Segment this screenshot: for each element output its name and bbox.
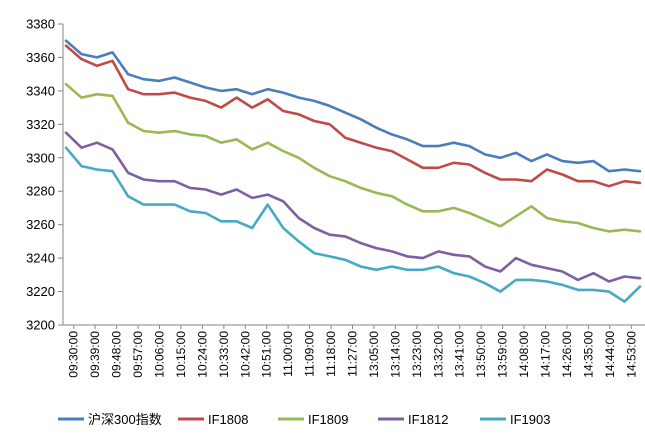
x-tick-label: 13:41:00 (453, 331, 467, 378)
y-tick-label: 3360 (26, 50, 55, 65)
y-tick-label: 3240 (26, 251, 55, 266)
y-tick-label: 3300 (26, 150, 55, 165)
x-tick-label: 13:05:00 (367, 331, 381, 378)
y-tick-label: 3220 (26, 284, 55, 299)
x-tick-label: 10:42:00 (238, 331, 252, 378)
legend-label: IF1809 (308, 412, 348, 427)
x-axis-ticks: 09:30:00 09:39:00 09:48:00 09:57:00 10:06:00… (67, 325, 638, 378)
x-tick-label: 10:24:00 (195, 331, 209, 378)
x-tick-label: 10:51:00 (260, 331, 274, 378)
y-tick-label: 3380 (26, 17, 55, 32)
x-tick-label: 14:08:00 (517, 331, 531, 378)
y-tick-label: 3260 (26, 217, 55, 232)
x-tick-label: 09:57:00 (131, 331, 145, 378)
legend-label: 沪深300指数 (88, 412, 162, 427)
x-tick-label: 11:00:00 (281, 331, 295, 377)
x-tick-label: 09:30:00 (67, 331, 81, 378)
y-axis-ticks: 3200 3220 3240 3260 3280 3300 3320 3340 3360 3380 (26, 17, 63, 333)
x-tick-label: 13:23:00 (410, 331, 424, 378)
legend: 沪深300指数 IF1808 IF1809 IF1812 IF1903 (58, 412, 550, 427)
legend-label: IF1903 (510, 412, 550, 427)
x-tick-label: 10:15:00 (174, 331, 188, 378)
series-line (64, 44, 642, 188)
x-tick-label: 14:53:00 (624, 331, 638, 378)
legend-label: IF1808 (208, 412, 248, 427)
x-tick-label: 10:06:00 (153, 331, 167, 378)
y-tick-label: 3280 (26, 184, 55, 199)
axes (62, 24, 645, 326)
x-tick-label: 13:14:00 (388, 331, 402, 378)
series-line (64, 82, 642, 233)
series-line (64, 39, 642, 173)
x-tick-label: 13:32:00 (431, 331, 445, 378)
legend-label: IF1812 (408, 412, 448, 427)
x-tick-label: 09:48:00 (110, 331, 124, 378)
x-tick-label: 14:35:00 (581, 331, 595, 378)
y-tick-label: 3200 (26, 318, 55, 333)
x-tick-label: 13:50:00 (474, 331, 488, 378)
x-tick-label: 11:18:00 (324, 331, 338, 377)
series-line (64, 131, 642, 283)
x-tick-label: 14:26:00 (560, 331, 574, 378)
x-tick-label: 14:44:00 (603, 331, 617, 378)
x-tick-label: 10:33:00 (217, 331, 231, 378)
x-tick-label: 11:27:00 (346, 331, 360, 377)
series-line (64, 146, 642, 303)
x-tick-label: 09:39:00 (88, 331, 102, 378)
y-tick-label: 3320 (26, 117, 55, 132)
x-tick-label: 11:09:00 (303, 331, 317, 377)
series-lines (64, 39, 642, 303)
x-tick-label: 14:17:00 (539, 331, 553, 378)
x-tick-label: 13:59:00 (496, 331, 510, 378)
y-tick-label: 3340 (26, 83, 55, 98)
